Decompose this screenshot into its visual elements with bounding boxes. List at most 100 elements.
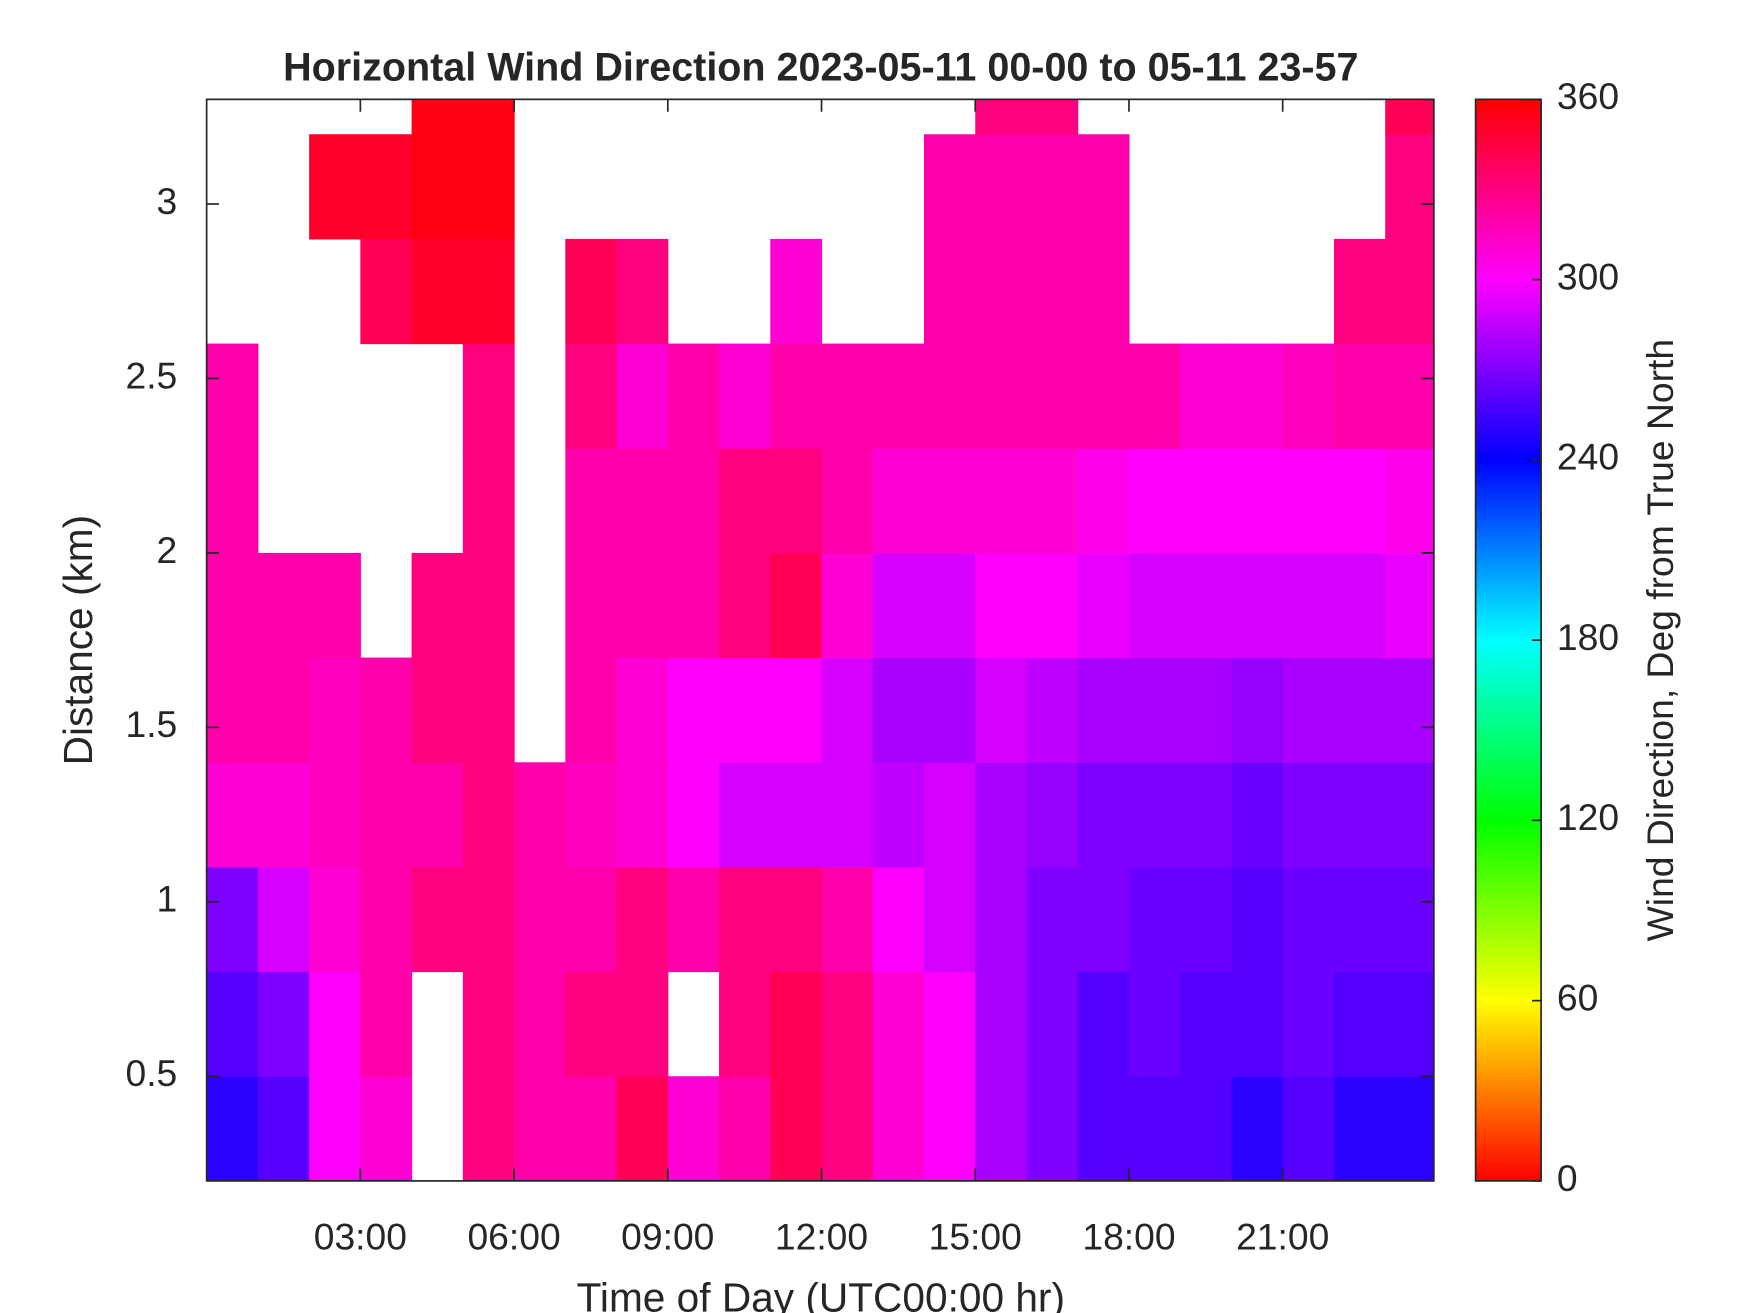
heatmap-cell [206, 343, 259, 449]
heatmap-cell [1385, 448, 1435, 554]
heatmap-cell [1077, 971, 1130, 1077]
heatmap-cell [770, 971, 823, 1077]
y-tick-label: 2 [157, 529, 178, 571]
heatmap-cell [924, 343, 976, 449]
heatmap-cell [770, 552, 823, 659]
heatmap-cell [206, 1076, 259, 1182]
heatmap-cell [1231, 343, 1284, 449]
heatmap-cell [924, 1076, 976, 1182]
x-axis-label: Time of Day (UTC00:00 hr) [577, 1274, 1065, 1313]
heatmap-cell [719, 971, 771, 1077]
y-tick-label: 3 [157, 180, 178, 222]
y-tick-label: 2.5 [125, 354, 177, 396]
heatmap-cell [206, 552, 259, 659]
heatmap-cell [1077, 552, 1130, 659]
heatmap-cell [975, 552, 1028, 659]
heatmap-cell [1026, 134, 1079, 240]
heatmap-cell [872, 866, 925, 973]
heatmap-cell [1128, 1076, 1181, 1182]
heatmap-cell [257, 866, 310, 973]
heatmap-cell [462, 552, 515, 659]
heatmap-cell [1128, 343, 1181, 449]
heatmap-cell [667, 657, 720, 763]
heatmap-cell [411, 866, 464, 973]
x-tick-label: 18:00 [1082, 1215, 1175, 1257]
heatmap-cell [821, 343, 874, 449]
heatmap-cell [309, 866, 361, 973]
heatmap-cell [1077, 657, 1130, 763]
heatmap-cell [924, 971, 976, 1077]
heatmap-cell [1231, 552, 1284, 659]
heatmap-cell [770, 343, 823, 449]
heatmap-cell [462, 657, 515, 763]
colorbar-tick-label: 0 [1557, 1157, 1578, 1199]
heatmap-cell [667, 1076, 720, 1182]
heatmap-cell [1231, 971, 1284, 1077]
heatmap-cell [975, 238, 1028, 345]
heatmap-cell [975, 99, 1028, 135]
heatmap-cell [1385, 552, 1435, 659]
heatmap-cell [616, 762, 669, 868]
heatmap-cell [206, 762, 259, 868]
heatmap-cell [821, 1076, 874, 1182]
heatmap-cell [1128, 971, 1181, 1077]
heatmap-cell [1231, 866, 1284, 973]
heatmap-cell [360, 762, 413, 868]
heatmap-cell [1180, 343, 1233, 449]
heatmap-cell [1128, 762, 1181, 868]
heatmap-cell [1333, 762, 1386, 868]
heatmap-cell [309, 134, 361, 240]
heatmap-cell [616, 866, 669, 973]
heatmap-cell [719, 762, 771, 868]
heatmap-cell [309, 1076, 361, 1182]
heatmap-cell [1333, 238, 1386, 345]
heatmap-cell [1128, 657, 1181, 763]
heatmap-cell [462, 762, 515, 868]
colorbar-tick-label: 360 [1557, 75, 1619, 117]
heatmap-cell [565, 448, 618, 554]
heatmap-cell [1282, 866, 1335, 973]
heatmap-cell [975, 657, 1028, 763]
heatmap-cell [1077, 448, 1130, 554]
heatmap-cell [257, 1076, 310, 1182]
heatmap-cell [1077, 238, 1130, 345]
x-tick-label: 06:00 [467, 1215, 560, 1257]
heatmap-cell [411, 657, 464, 763]
y-axis-label: Distance (km) [55, 515, 101, 766]
heatmap-cell [360, 657, 413, 763]
heatmap-cell [1385, 866, 1435, 973]
y-tick-label: 1.5 [125, 703, 177, 745]
heatmap-cell [1282, 552, 1335, 659]
heatmap-cell [872, 448, 925, 554]
heatmap-cell [309, 657, 361, 763]
heatmap-cell [924, 762, 976, 868]
heatmap-cell [1180, 657, 1233, 763]
x-tick-label: 09:00 [621, 1215, 714, 1257]
heatmap-cell [411, 238, 464, 345]
heatmap-cell [514, 866, 566, 973]
y-tick-label: 1 [157, 878, 178, 920]
heatmap-cell [975, 448, 1028, 554]
chart-title: Horizontal Wind Direction 2023-05-11 00-… [283, 45, 1358, 89]
heatmap-cell [360, 238, 413, 345]
heatmap-cell [462, 99, 515, 135]
heatmap-cell [257, 657, 310, 763]
heatmap-cell [616, 343, 669, 449]
colorbar-tick-label: 60 [1557, 976, 1598, 1018]
heatmap-cell [719, 657, 771, 763]
plot-frame [205, 98, 1435, 1182]
heatmap-cell [1026, 99, 1079, 135]
heatmap-cell [1180, 762, 1233, 868]
heatmap-cell [462, 971, 515, 1077]
heatmap-cell [667, 448, 720, 554]
heatmap-cell [1333, 657, 1386, 763]
heatmap-cell [719, 448, 771, 554]
heatmap-cell [975, 1076, 1028, 1182]
heatmap-cell [1026, 552, 1079, 659]
heatmap-cell [565, 762, 618, 868]
colorbar [1474, 98, 1542, 1182]
heatmap-cell [872, 762, 925, 868]
heatmap-cell [719, 552, 771, 659]
heatmap-cell [309, 971, 361, 1077]
heatmap-cell [1385, 1076, 1435, 1182]
